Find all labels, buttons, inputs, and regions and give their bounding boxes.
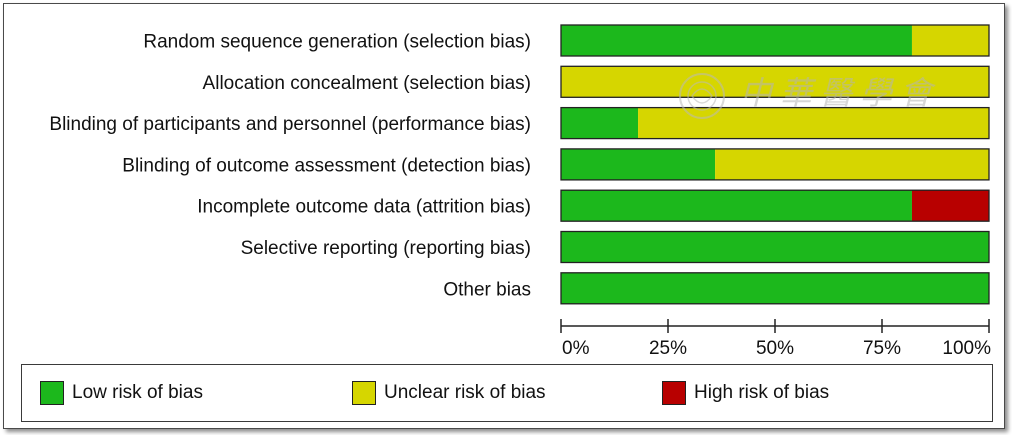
bar-segment: [561, 25, 912, 56]
legend-label-unclear: Unclear risk of bias: [384, 382, 546, 403]
category-label: Blinding of participants and personnel (…: [49, 114, 531, 135]
bar-segment: [638, 107, 989, 139]
bar-segment: [715, 148, 989, 180]
bar-segment: [561, 272, 989, 304]
category-label: Selective reporting (reporting bias): [241, 238, 531, 259]
bar-segment: [561, 66, 989, 98]
category-label: Allocation concealment (selection bias): [203, 73, 531, 94]
bar-outline: [560, 106, 990, 140]
category-label: Blinding of outcome assessment (detectio…: [122, 155, 531, 176]
legend-label-low: Low risk of bias: [72, 382, 203, 403]
bar-outline: [560, 230, 990, 264]
category-label: Incomplete outcome data (attrition bias): [197, 197, 531, 218]
x-tick-label: 75%: [863, 338, 901, 359]
seal-emblem-icon: [679, 72, 725, 119]
bar-outline: [560, 65, 990, 98]
bar-outline: [560, 189, 990, 222]
bar-segment: [911, 25, 989, 56]
x-tick-label: 50%: [756, 338, 794, 359]
x-tick-label: 100%: [942, 338, 991, 359]
legend-item-high: High risk of bias: [662, 381, 829, 405]
bar-outline: [560, 272, 990, 305]
bar-segment: [561, 231, 989, 263]
category-label: Other bias: [443, 279, 531, 300]
x-tick-label: 25%: [649, 338, 687, 359]
category-label: Random sequence generation (selection bi…: [143, 32, 531, 53]
watermark-text: 中華醫學會: [740, 74, 941, 112]
legend-swatch-low: [40, 381, 64, 405]
legend-swatch-unclear: [352, 381, 376, 405]
bar-outline: [560, 24, 990, 57]
legend-label-high: High risk of bias: [694, 382, 830, 403]
legend-swatch-high: [662, 381, 686, 405]
bar-outline: [560, 148, 990, 181]
bar-segment: [911, 190, 989, 222]
legend-item-low: Low risk of bias: [40, 381, 203, 405]
legend-item-unclear: Unclear risk of bias: [352, 381, 546, 405]
legend: Low risk of bias Unclear risk of bias Hi…: [21, 364, 993, 422]
bar-segment: [561, 148, 716, 180]
bar-segment: [561, 107, 639, 139]
chart-svg: Random sequence generation (selection bi…: [49, 24, 991, 359]
chart-frame: Random sequence generation (selection bi…: [3, 3, 1005, 429]
x-tick-label: 0%: [562, 338, 590, 359]
bar-segment: [561, 190, 912, 222]
watermark: 中華醫學會: [672, 68, 940, 122]
